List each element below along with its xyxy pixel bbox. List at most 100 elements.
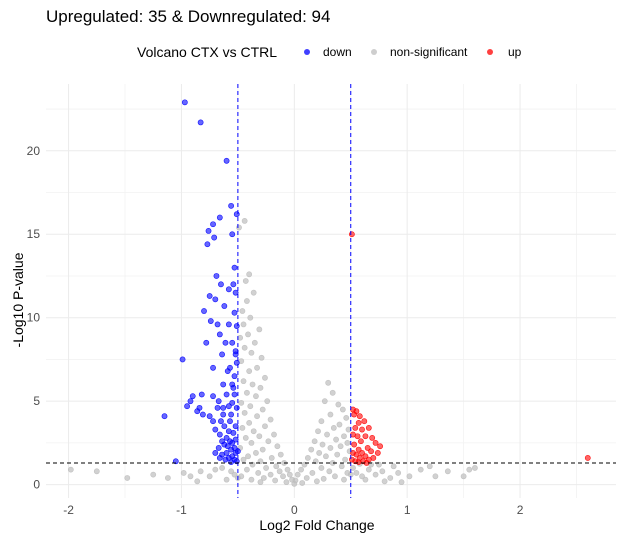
- point-down: [220, 404, 227, 411]
- point-down: [184, 403, 190, 410]
- point-non-significant: [244, 466, 250, 473]
- point-down: [218, 418, 224, 425]
- point-non-significant: [187, 473, 194, 480]
- point-down: [161, 413, 168, 420]
- point-non-significant: [280, 473, 286, 480]
- point-non-significant: [245, 453, 251, 460]
- point-down: [228, 459, 235, 466]
- point-down: [210, 221, 216, 228]
- point-non-significant: [250, 289, 257, 296]
- point-down: [216, 214, 223, 221]
- point-non-significant: [334, 451, 341, 458]
- point-non-significant: [395, 470, 402, 476]
- point-non-significant: [292, 477, 299, 484]
- point-non-significant: [223, 476, 230, 483]
- point-down: [230, 281, 237, 288]
- point-non-significant: [240, 456, 247, 463]
- point-non-significant: [381, 478, 388, 485]
- point-up: [362, 433, 369, 440]
- point-up: [362, 453, 369, 460]
- point-non-significant: [244, 389, 250, 396]
- point-non-significant: [271, 431, 277, 438]
- point-down: [211, 234, 218, 241]
- point-non-significant: [219, 465, 225, 471]
- point-down: [220, 411, 227, 418]
- point-down: [215, 445, 222, 451]
- point-non-significant: [231, 471, 238, 478]
- x-tick-label: -2: [63, 503, 74, 517]
- point-non-significant: [264, 398, 271, 405]
- point-up: [351, 441, 358, 448]
- point-non-significant: [406, 473, 413, 480]
- legend-label-down: down: [323, 45, 352, 59]
- point-non-significant: [251, 339, 258, 346]
- point-non-significant: [323, 453, 329, 460]
- point-non-significant: [311, 438, 318, 445]
- point-non-significant: [327, 411, 334, 418]
- point-down: [224, 443, 231, 450]
- point-down: [228, 446, 235, 453]
- point-down: [221, 303, 228, 309]
- point-down: [219, 351, 225, 358]
- point-down: [212, 426, 219, 433]
- point-down: [222, 456, 229, 463]
- point-down: [223, 434, 230, 441]
- point-up: [359, 426, 365, 433]
- y-tick-label: 10: [27, 311, 41, 325]
- point-non-significant: [313, 478, 320, 485]
- point-non-significant: [246, 368, 253, 375]
- point-non-significant: [242, 278, 249, 284]
- point-down: [233, 323, 240, 329]
- point-down: [218, 281, 224, 288]
- point-non-significant: [325, 379, 332, 386]
- point-down: [215, 398, 222, 405]
- point-down: [197, 119, 204, 126]
- point-down: [227, 418, 233, 425]
- point-non-significant: [320, 475, 327, 482]
- point-down: [212, 296, 219, 303]
- point-non-significant: [238, 399, 245, 406]
- y-tick-label: 20: [27, 144, 41, 158]
- point-down: [220, 381, 227, 388]
- point-non-significant: [259, 406, 266, 413]
- point-non-significant: [268, 455, 275, 461]
- point-non-significant: [426, 463, 433, 470]
- point-non-significant: [444, 468, 451, 475]
- point-down: [222, 339, 229, 346]
- point-non-significant: [274, 443, 281, 450]
- point-non-significant: [236, 224, 242, 231]
- point-down: [232, 436, 239, 443]
- point-non-significant: [398, 479, 405, 486]
- point-down: [231, 309, 238, 316]
- point-non-significant: [247, 314, 254, 321]
- y-tick-label: 5: [33, 394, 40, 408]
- point-down: [198, 391, 205, 398]
- point-non-significant: [332, 473, 338, 480]
- point-down: [212, 450, 219, 456]
- point-non-significant: [308, 446, 315, 453]
- point-down: [199, 411, 206, 418]
- point-up: [374, 450, 381, 456]
- point-non-significant: [272, 477, 279, 484]
- point-non-significant: [197, 468, 204, 475]
- chart-title: Upregulated: 35 & Downregulated: 94: [46, 7, 330, 26]
- point-up: [364, 445, 371, 451]
- point-non-significant: [372, 471, 379, 478]
- point-non-significant: [248, 349, 255, 356]
- point-non-significant: [329, 389, 336, 396]
- point-non-significant: [206, 473, 213, 480]
- point-down: [231, 391, 238, 398]
- point-non-significant: [248, 440, 255, 446]
- point-non-significant: [93, 468, 100, 475]
- point-down: [206, 293, 213, 299]
- point-up: [354, 433, 361, 440]
- point-non-significant: [417, 466, 424, 473]
- point-down: [194, 408, 201, 415]
- point-non-significant: [359, 473, 365, 480]
- point-non-significant: [350, 465, 356, 471]
- legend-title: Volcano CTX vs CTRL: [137, 44, 277, 60]
- x-tick-label: -1: [176, 503, 187, 517]
- point-down: [214, 404, 221, 411]
- point-up: [351, 411, 358, 418]
